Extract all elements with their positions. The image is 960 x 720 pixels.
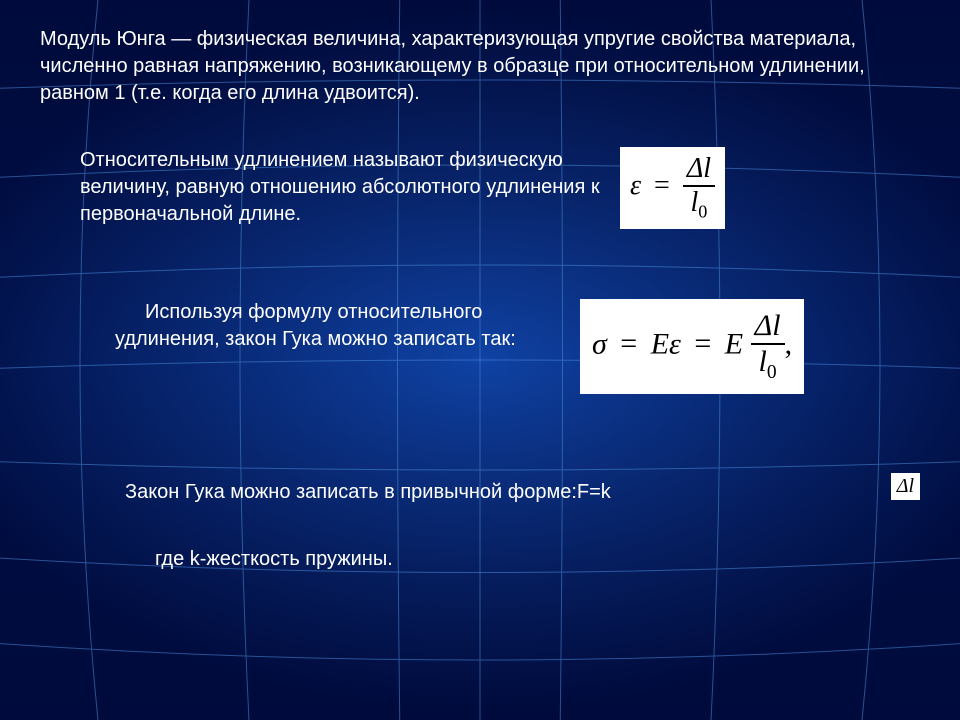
fraction-delta-l-over-l0-b: Δl l0 [751,309,785,384]
equals-sign: = [648,170,676,201]
fraction-delta-l-over-l0: Δl l0 [683,153,715,223]
symbol-epsilon: ε [630,170,641,201]
row-relative-elongation: Относительным удлинением называют физиче… [40,147,920,229]
formula-delta-l: Δl [891,473,920,500]
intro-paragraph: Модуль Юнга — физическая величина, харак… [40,26,920,107]
hooke-derived-text: Используя формулу относительного удлинен… [40,299,560,353]
row-hooke-derived: Используя формулу относительного удлинен… [40,299,920,394]
trailing-comma: , [785,327,793,360]
term-E-epsilon: Eε [651,327,681,360]
row-hooke-familiar: Закон Гука можно записать в привычной фо… [40,479,920,506]
formula-sigma: σ = Eε = E Δl l0 , [580,299,804,394]
row-k-definition: где k-жесткость пружины. [40,546,920,573]
slide-content: Модуль Юнга — физическая величина, харак… [0,0,960,573]
symbol-sigma: σ [592,327,607,360]
formula-epsilon: ε = Δl l0 [620,147,725,229]
term-E: E [725,327,743,360]
k-definition-text: где k-жесткость пружины. [40,546,920,573]
relative-elongation-text: Относительным удлинением называют физиче… [40,147,600,228]
hooke-familiar-text: Закон Гука можно записать в привычной фо… [40,479,871,506]
